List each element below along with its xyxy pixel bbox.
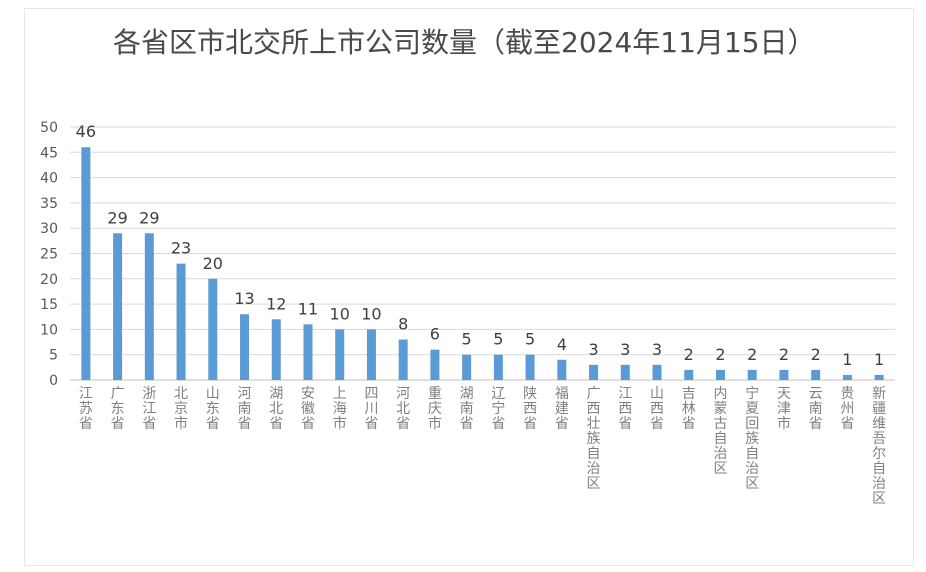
x-tick-label: 湖北省 (269, 386, 283, 432)
x-tick-label: 安徽省 (301, 386, 315, 432)
data-label: 10 (361, 304, 381, 323)
x-tick-label: 云南省 (809, 386, 823, 432)
y-tick-label: 15 (40, 297, 58, 313)
x-tick-label: 吉林省 (682, 386, 696, 432)
x-tick-label: 新疆维吾尔自治区 (872, 386, 886, 507)
data-label: 2 (684, 345, 694, 364)
data-label: 1 (874, 350, 884, 369)
x-tick-label: 山东省 (206, 386, 220, 432)
data-label: 2 (779, 345, 789, 364)
y-tick-label: 30 (40, 221, 58, 237)
data-label: 12 (266, 294, 286, 313)
bar (240, 314, 250, 380)
bar (493, 354, 503, 380)
x-tick-label: 河南省 (238, 386, 252, 432)
y-tick-label: 25 (40, 247, 58, 263)
x-tick-label: 四川省 (364, 386, 378, 432)
data-label: 1 (842, 350, 852, 369)
x-tick-label: 山西省 (650, 386, 664, 432)
x-tick-label: 福建省 (555, 386, 569, 432)
y-tick-label: 5 (49, 348, 58, 364)
bar (652, 364, 662, 380)
data-label: 2 (715, 345, 725, 364)
bar (398, 339, 408, 380)
x-tick-label: 江西省 (618, 386, 632, 432)
bar (366, 329, 376, 380)
x-tick-label: 广东省 (111, 386, 125, 432)
data-label: 3 (652, 340, 662, 359)
data-label: 3 (588, 340, 598, 359)
y-tick-label: 50 (40, 120, 58, 136)
x-tick-label: 陕西省 (523, 386, 537, 432)
data-label: 8 (398, 315, 408, 334)
data-label: 29 (139, 208, 159, 227)
bar (271, 319, 281, 380)
data-label: 23 (171, 239, 191, 258)
bar (557, 359, 567, 380)
bar (430, 349, 440, 380)
bar (842, 374, 852, 380)
data-label: 5 (462, 330, 472, 349)
y-tick-label: 0 (49, 373, 58, 389)
data-label: 5 (525, 330, 535, 349)
chart-frame (24, 8, 914, 566)
y-tick-label: 45 (40, 145, 58, 161)
x-tick-label: 辽宁省 (491, 386, 505, 432)
data-label: 11 (298, 299, 318, 318)
bar (144, 233, 154, 380)
y-tick-label: 40 (40, 171, 58, 187)
x-tick-label: 宁夏回族自治区 (745, 385, 759, 492)
gridlines (70, 126, 895, 381)
bar (747, 369, 757, 380)
x-tick-label: 重庆市 (428, 386, 442, 432)
bar (874, 374, 884, 380)
bar (620, 364, 630, 380)
y-axis: 0 5 10 15 20 25 30 35 40 45 50 (40, 120, 58, 389)
x-tick-label: 浙江省 (142, 386, 156, 432)
bar (811, 369, 821, 380)
data-label: 5 (493, 330, 503, 349)
bar (335, 329, 345, 380)
data-label: 2 (811, 345, 821, 364)
data-label: 3 (620, 340, 630, 359)
y-tick-label: 10 (40, 322, 58, 338)
bar (81, 147, 91, 380)
x-axis: 江苏省 广东省 浙江省 北京市 山东省 河南省 湖北省 安徽省 上海市 四川省 河北省 重庆市 湖南省 辽… (79, 385, 886, 507)
bar (462, 354, 472, 380)
data-label: 46 (76, 122, 96, 141)
x-tick-label: 河北省 (396, 386, 410, 432)
x-tick-label: 江苏省 (79, 386, 93, 432)
bar (684, 369, 694, 380)
bar (779, 369, 789, 380)
chart-title: 各省区市北交所上市公司数量（截至2024年11月15日） (113, 26, 816, 59)
data-label: 13 (234, 289, 254, 308)
bar (176, 263, 186, 380)
data-label: 6 (430, 325, 440, 344)
bar (303, 324, 313, 380)
x-tick-label: 天津市 (777, 386, 791, 432)
bar (715, 369, 725, 380)
data-label: 2 (747, 345, 757, 364)
data-label: 20 (203, 254, 223, 273)
bar (208, 278, 218, 380)
data-label: 4 (557, 335, 567, 354)
bar (525, 354, 535, 380)
y-tick-label: 35 (40, 196, 58, 212)
bar (113, 233, 123, 380)
x-tick-label: 北京市 (174, 386, 188, 432)
y-tick-label: 20 (40, 272, 58, 288)
x-tick-label: 湖南省 (460, 386, 474, 432)
x-tick-label: 内蒙古自治区 (713, 386, 727, 477)
bar (589, 364, 599, 380)
data-label: 10 (330, 304, 350, 323)
x-tick-label: 上海市 (333, 386, 347, 432)
x-tick-label: 贵州省 (840, 386, 854, 432)
bars (81, 147, 884, 380)
x-tick-label: 广西壮族自治区 (587, 386, 601, 492)
data-label: 29 (107, 208, 127, 227)
